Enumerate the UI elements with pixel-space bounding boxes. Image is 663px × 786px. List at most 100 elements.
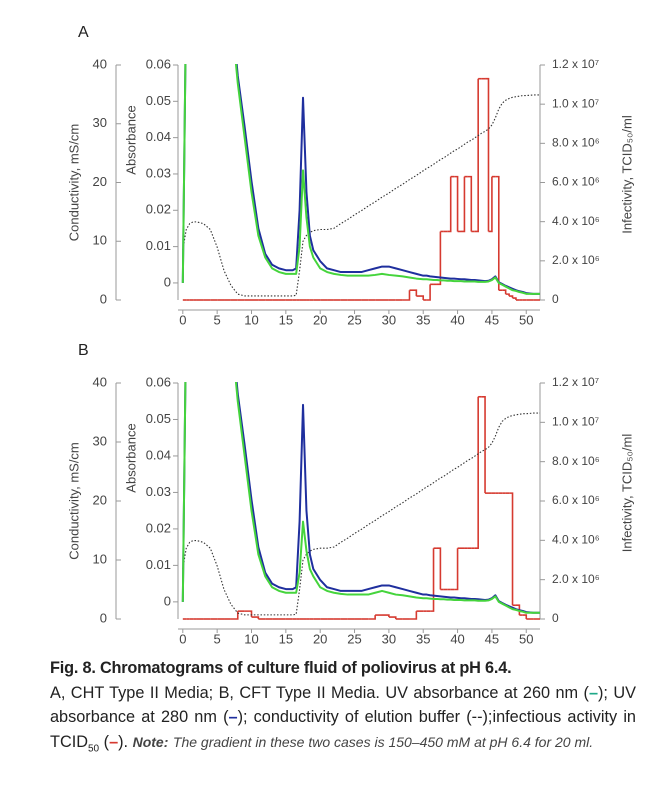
y-axis-title: Conductivity, mS/cm <box>66 442 81 560</box>
y2-tick-label: 0.04 <box>146 447 171 462</box>
x-tick-label: 10 <box>244 312 258 327</box>
caption-text: ( <box>99 732 110 751</box>
step-segment <box>488 176 493 233</box>
x-tick-label: 45 <box>485 312 499 327</box>
y2-tick-label: 0.05 <box>146 411 171 426</box>
x-tick-label: 10 <box>244 631 258 646</box>
step-segment <box>230 611 239 620</box>
y-axis-title: Conductivity, mS/cm <box>66 124 81 242</box>
step-segment <box>368 615 376 620</box>
y3-tick-label: 2.0 x 10⁶ <box>552 253 600 267</box>
y3-axis-title: Infectivity, TCID₅₀/ml <box>619 115 634 234</box>
y-tick-label: 10 <box>93 233 107 248</box>
step-segment <box>505 293 510 297</box>
step-segment <box>436 547 442 590</box>
y2-tick-label: 0.01 <box>146 557 171 572</box>
step-segment <box>522 614 528 619</box>
caption-text: ); UV absorbance at 280 nm ( <box>50 683 636 727</box>
line <box>181 382 540 614</box>
x-tick-label: 15 <box>279 312 293 327</box>
y-tick-label: 20 <box>93 174 107 189</box>
y3-tick-label: 1.0 x 10⁷ <box>552 96 599 110</box>
step-segment <box>454 175 459 232</box>
y3-tick-label: 1.2 x 10⁷ <box>552 375 599 389</box>
y-tick-label: 20 <box>93 492 107 507</box>
y2-tick-label: 0.03 <box>146 165 171 180</box>
y2-tick-label: 0.02 <box>146 520 171 535</box>
x-tick-label: 5 <box>214 631 221 646</box>
step-segment <box>388 616 397 619</box>
step-segment <box>416 295 425 300</box>
y2-tick-label: 0.04 <box>146 129 171 144</box>
y-tick-label: 10 <box>93 551 107 566</box>
y3-tick-label: 0 <box>552 292 559 306</box>
step-segment <box>461 176 466 233</box>
caption: Fig. 8. Chromatograms of culture fluid o… <box>50 656 636 761</box>
line <box>182 94 540 297</box>
step-segment <box>430 548 435 612</box>
step-segment <box>426 284 431 301</box>
y3-tick-label: 8.0 x 10⁶ <box>552 454 600 468</box>
caption-mark: – <box>228 708 238 726</box>
y2-tick-label: 0.01 <box>146 238 171 253</box>
caption-title: Fig. 8. Chromatograms of culture fluid o… <box>50 659 512 677</box>
x-tick-label: 15 <box>279 631 293 646</box>
step-segment <box>251 616 260 619</box>
y3-tick-label: 2.0 x 10⁶ <box>552 572 600 586</box>
x-tick-label: 0 <box>179 312 186 327</box>
y3-tick-label: 0 <box>552 611 559 625</box>
x-tick-label: 30 <box>382 631 396 646</box>
note: The gradient in these two cases is 150–4… <box>172 733 594 750</box>
y3-tick-label: 8.0 x 10⁶ <box>552 136 600 150</box>
step-segment <box>512 297 517 300</box>
caption-text: ). <box>118 732 133 751</box>
step-segment <box>409 289 418 297</box>
step-segment <box>485 77 490 232</box>
y2-tick-label: 0 <box>164 274 171 289</box>
y-tick-label: 0 <box>100 291 107 306</box>
x-tick-label: 25 <box>347 631 361 646</box>
step-segment <box>509 492 514 606</box>
caption-mark: – <box>588 683 598 702</box>
y3-tick-label: 1.2 x 10⁷ <box>552 57 599 71</box>
step-segment <box>447 176 452 233</box>
caption-body: A, CHT Type II Media; B, CFT Type II Med… <box>50 681 636 762</box>
plot <box>181 64 540 301</box>
x-tick-label: 5 <box>214 312 221 327</box>
y3-tick-label: 6.0 x 10⁶ <box>552 175 600 189</box>
y-tick-label: 40 <box>93 56 107 71</box>
y2-axis-title: Absorbance <box>123 105 138 174</box>
y3-tick-label: 4.0 x 10⁶ <box>552 214 600 228</box>
chart: A 0 10 20 30 40 Conductivity, mS/cm 0 0.01 0.02 0.… <box>66 24 634 646</box>
x-tick-label: 40 <box>450 631 464 646</box>
step-segment <box>502 289 507 295</box>
x-tick-label: 30 <box>382 312 396 327</box>
y2-axis-title: Absorbance <box>123 423 138 492</box>
y2-tick-label: 0.02 <box>146 202 171 217</box>
y3-axis-title: Infectivity, TCID₅₀/ml <box>619 434 634 553</box>
step-segment <box>454 548 459 591</box>
panel-label: A <box>78 24 89 41</box>
x-tick-label: 20 <box>313 631 327 646</box>
caption-subscript: 50 <box>87 742 100 754</box>
step-segment <box>474 396 479 549</box>
line <box>181 382 540 614</box>
line <box>182 412 540 616</box>
step-segment <box>402 290 411 301</box>
y3-tick-label: 1.0 x 10⁷ <box>552 415 599 429</box>
line <box>181 64 540 295</box>
x-tick-label: 50 <box>519 312 533 327</box>
y3-tick-label: 4.0 x 10⁶ <box>552 533 600 547</box>
x-tick-label: 45 <box>485 631 499 646</box>
x-tick-label: 20 <box>313 312 327 327</box>
note-label: Note: <box>132 733 169 750</box>
x-tick-label: 25 <box>347 312 361 327</box>
caption-text: A, CHT Type II Media; B, CFT Type II Med… <box>50 683 589 702</box>
step-segment <box>481 395 486 494</box>
y3-tick-label: 6.0 x 10⁶ <box>552 493 600 507</box>
step-segment <box>244 610 253 618</box>
line <box>181 64 540 295</box>
panel-label: B <box>78 342 89 359</box>
step-segment <box>509 295 514 299</box>
